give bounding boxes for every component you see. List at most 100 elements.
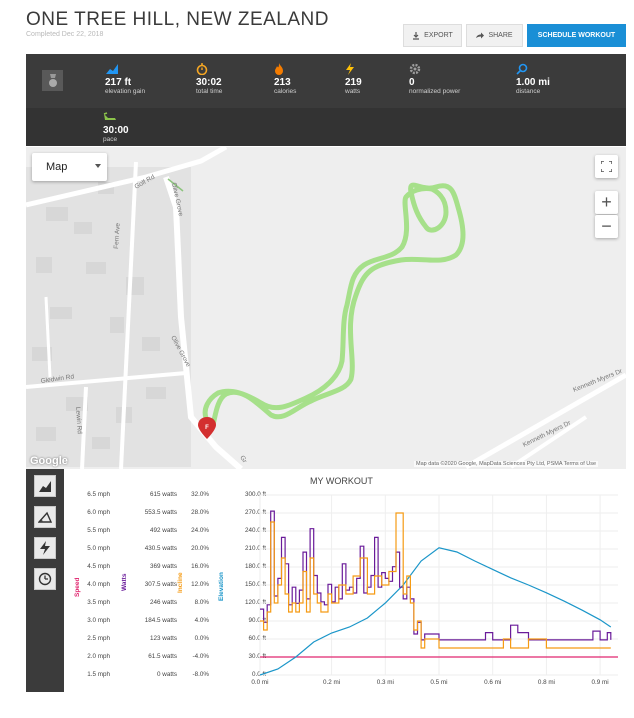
y-tick-label: 3.5 mph	[87, 599, 110, 606]
fullscreen-button[interactable]	[595, 155, 618, 178]
y-tick-label: 210.0 ft	[244, 545, 266, 552]
stat-calories: 213 calories	[274, 63, 296, 96]
workout-chart: MY WORKOUT 6.5 mph 6.0 mph 5.5 mph 5.0 mph 4…	[64, 469, 626, 692]
y-tick-label: 615 watts	[150, 491, 177, 498]
finish-marker-label: F	[205, 425, 209, 431]
stat-value: 213	[274, 77, 291, 88]
street-label: Gledwin Rd	[40, 373, 75, 385]
y-tick-label: 60.0 ft	[248, 635, 266, 642]
stat-watts: 219 watts	[345, 63, 362, 96]
stat-distance: 1.00 mi distance	[516, 63, 550, 96]
y-tick-label: 4.0%	[194, 617, 209, 624]
stat-value: 217 ft	[105, 77, 132, 88]
gear-icon	[409, 63, 421, 75]
y-tick-label: 120.0 ft	[244, 599, 266, 606]
map-type-label: Map	[46, 161, 68, 173]
export-button[interactable]: EXPORT	[403, 24, 462, 47]
y-tick-label: 5.5 mph	[87, 527, 110, 534]
chart-incline-icon	[38, 511, 52, 523]
series-line-watts	[260, 510, 612, 641]
y-tick-label: 6.0 mph	[87, 509, 110, 516]
y-tick-label: 240.0 ft	[244, 527, 266, 534]
bolt-icon	[346, 63, 354, 75]
google-logo: Google	[30, 455, 68, 467]
map-type-dropdown[interactable]: Map	[32, 153, 107, 181]
chart-speed-button[interactable]	[34, 568, 56, 590]
map-canvas: F Golf Rd Olive Grove Fern Ave Gledwin R…	[26, 147, 626, 469]
share-button[interactable]: SHARE	[466, 24, 523, 47]
series-line-incline	[260, 512, 611, 649]
y-tick-label: 28.0%	[191, 509, 209, 516]
x-tick-label: 0.2 mi	[323, 679, 340, 686]
y-tick-label: 1.5 mph	[87, 671, 110, 678]
stat-pace: 30:00 pace	[103, 111, 129, 144]
chart-selector-sidebar	[26, 469, 64, 692]
stat-value: 1.00 mi	[516, 77, 550, 88]
x-tick-label: 0.5 mi	[430, 679, 447, 686]
chart-speed-icon	[38, 572, 52, 586]
y-tick-label: 16.0%	[191, 563, 209, 570]
street-label: Gr	[238, 455, 248, 465]
flame-icon	[275, 63, 283, 75]
zoom-in-button[interactable]: +	[595, 191, 618, 214]
elevation-icon	[106, 64, 118, 74]
y-tick-label: 12.0%	[191, 581, 209, 588]
stat-label: normalized power	[409, 88, 461, 95]
chart-elevation-button[interactable]	[34, 475, 56, 497]
y-tick-label: 150.0 ft	[244, 581, 266, 588]
stat-elevation: 217 ft elevation gain	[105, 63, 145, 96]
street-label: Lewin Rd	[74, 407, 83, 435]
x-tick-label: 0.6 mi	[484, 679, 501, 686]
route-path	[202, 182, 466, 430]
stat-label: pace	[103, 136, 118, 143]
finish-marker[interactable]: F	[198, 417, 216, 439]
y-tick-label: 270.0 ft	[244, 509, 266, 516]
y-tick-label: 184.5 watts	[144, 617, 177, 624]
chart-power-button[interactable]	[34, 537, 56, 559]
stats-second-row	[26, 108, 626, 146]
chart-plot[interactable]: 0.0 mi 0.2 mi 0.3 mi 0.5 mi 0.6 mi 0.8 mi 0.9 …	[64, 469, 626, 692]
fullscreen-icon	[601, 161, 612, 172]
export-label: EXPORT	[424, 32, 453, 39]
schedule-label: SCHEDULE WORKOUT	[537, 32, 616, 39]
chevron-down-icon	[95, 164, 101, 168]
y-tick-label: 8.0%	[194, 599, 209, 606]
y-tick-label: 180.0 ft	[244, 563, 266, 570]
series-line-elevation	[259, 547, 612, 676]
y-tick-label: 492 watts	[150, 527, 177, 534]
stat-total-time: 30:02 total time	[196, 63, 222, 96]
y-tick-label: 5.0 mph	[87, 545, 110, 552]
distance-icon	[516, 63, 528, 75]
stat-value: 0	[409, 77, 415, 88]
chart-power-icon	[40, 541, 50, 555]
stat-value: 219	[345, 77, 362, 88]
y-tick-label: 32.0%	[191, 491, 209, 498]
y-tick-label: 0 watts	[157, 671, 177, 678]
stat-normalized-power: 0 normalized power	[409, 63, 460, 96]
share-icon	[476, 32, 485, 38]
stat-label: total time	[196, 88, 223, 95]
y-tick-label: 30.0 ft	[248, 653, 266, 660]
shoe-icon	[103, 112, 116, 120]
y-tick-label: 6.5 mph	[87, 491, 110, 498]
schedule-workout-button[interactable]: SCHEDULE WORKOUT	[527, 24, 626, 47]
share-label: SHARE	[488, 32, 513, 39]
medal-icon	[42, 70, 63, 91]
chart-title: MY WORKOUT	[310, 476, 373, 486]
zoom-out-button[interactable]: −	[595, 215, 618, 238]
x-tick-label: 0.9 mi	[592, 679, 609, 686]
download-icon	[413, 31, 420, 40]
route-map[interactable]: F Golf Rd Olive Grove Fern Ave Gledwin R…	[26, 147, 626, 469]
completed-date: Completed Dec 22, 2018	[26, 31, 104, 38]
page-title: ONE TREE HILL, NEW ZEALAND	[26, 9, 329, 30]
y-tick-label: 2.5 mph	[87, 635, 110, 642]
y-tick-label: 90.0 ft	[248, 617, 266, 624]
stats-bar: 217 ft elevation gain 30:02 total time 2…	[26, 54, 626, 146]
y-tick-label: 20.0%	[191, 545, 209, 552]
y-tick-label: 300.0 ft	[244, 491, 266, 498]
y-tick-label: 553.5 watts	[144, 509, 177, 516]
stat-label: watts	[345, 88, 361, 95]
map-attribution[interactable]: Map data ©2020 Google, MapData Sciences …	[414, 461, 599, 467]
chart-incline-button[interactable]	[34, 506, 56, 528]
stat-value: 30:00	[103, 125, 129, 136]
